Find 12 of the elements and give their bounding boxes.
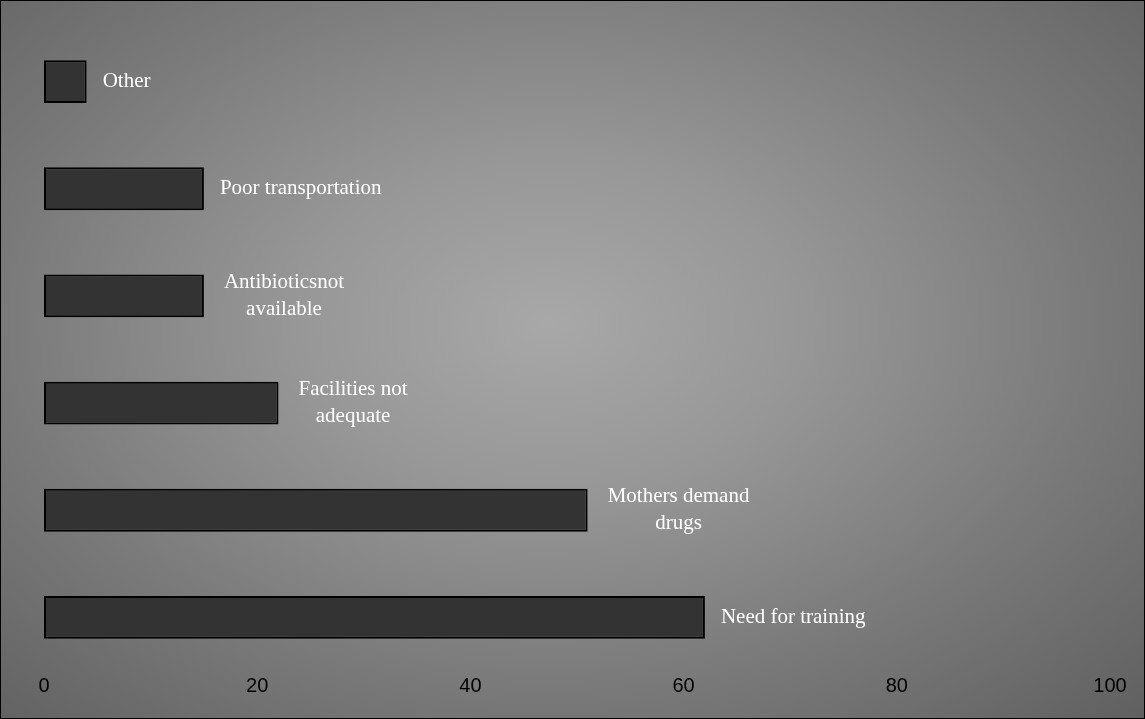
y-tick-label: Poor transportation [219, 175, 382, 200]
x-tick-label: 40 [459, 673, 482, 696]
y-tick-label: Facilities not adequate [298, 376, 408, 428]
y-tick-label: Need for training [720, 603, 867, 628]
y-tick-label: Other [102, 68, 151, 93]
x-tick-label: 60 [672, 673, 695, 696]
x-tick-label: 20 [246, 673, 269, 696]
x-tick-label: 80 [885, 673, 908, 696]
y-tick-label: Antibioticsnot available [223, 268, 345, 320]
y-tick-label: Mothers demand drugs [607, 483, 750, 535]
x-tick-label: 0 [38, 673, 50, 696]
x-tick-label: 100 [1093, 673, 1127, 696]
